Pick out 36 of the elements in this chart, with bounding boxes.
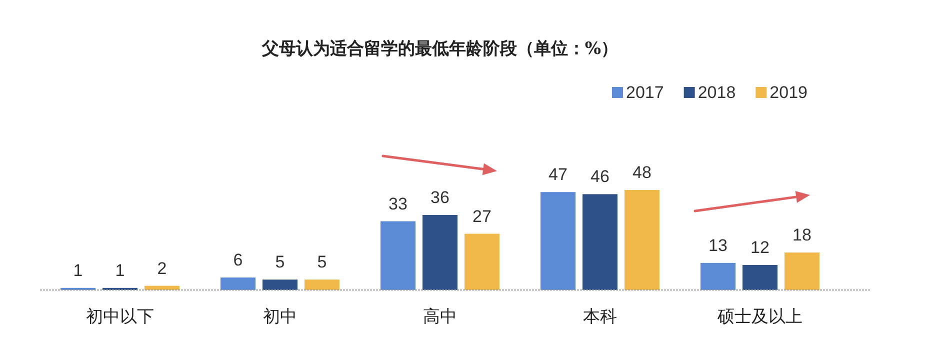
- data-label: 6: [233, 250, 243, 270]
- legend-label: 2019: [770, 83, 808, 102]
- data-label: 2: [157, 258, 167, 278]
- bar: [262, 280, 298, 290]
- bar: [540, 192, 576, 290]
- data-label: 5: [317, 252, 327, 272]
- x-tick-label: 本科: [583, 307, 617, 326]
- bar: [700, 262, 736, 290]
- data-label: 36: [430, 188, 450, 207]
- bar: [380, 221, 416, 290]
- bar: [464, 234, 500, 290]
- bar: [742, 265, 778, 290]
- x-tick-label: 初中: [263, 307, 297, 326]
- data-label: 48: [632, 163, 652, 182]
- data-label: 27: [472, 206, 492, 226]
- data-label: 47: [548, 165, 568, 184]
- bar: [220, 278, 256, 290]
- chart-title: 父母认为适合留学的最低年龄阶段（单位：%）: [260, 39, 618, 59]
- data-label: 12: [750, 238, 770, 257]
- bar: [582, 194, 618, 290]
- bar: [304, 280, 340, 290]
- bar: [784, 252, 820, 290]
- legend-label: 2017: [626, 83, 664, 102]
- data-label: 1: [73, 260, 83, 280]
- x-tick-label: 高中: [423, 307, 457, 326]
- x-tick-label: 初中以下: [86, 307, 154, 326]
- data-label: 13: [708, 236, 728, 255]
- data-label: 1: [115, 260, 125, 280]
- legend-label: 2018: [698, 83, 736, 102]
- data-label: 5: [275, 252, 285, 272]
- bar: [422, 215, 458, 290]
- bar: [624, 190, 660, 290]
- data-label: 46: [590, 167, 610, 186]
- data-label: 33: [388, 194, 408, 214]
- data-label: 18: [792, 226, 812, 244]
- x-tick-label: 硕士及以上: [716, 307, 802, 326]
